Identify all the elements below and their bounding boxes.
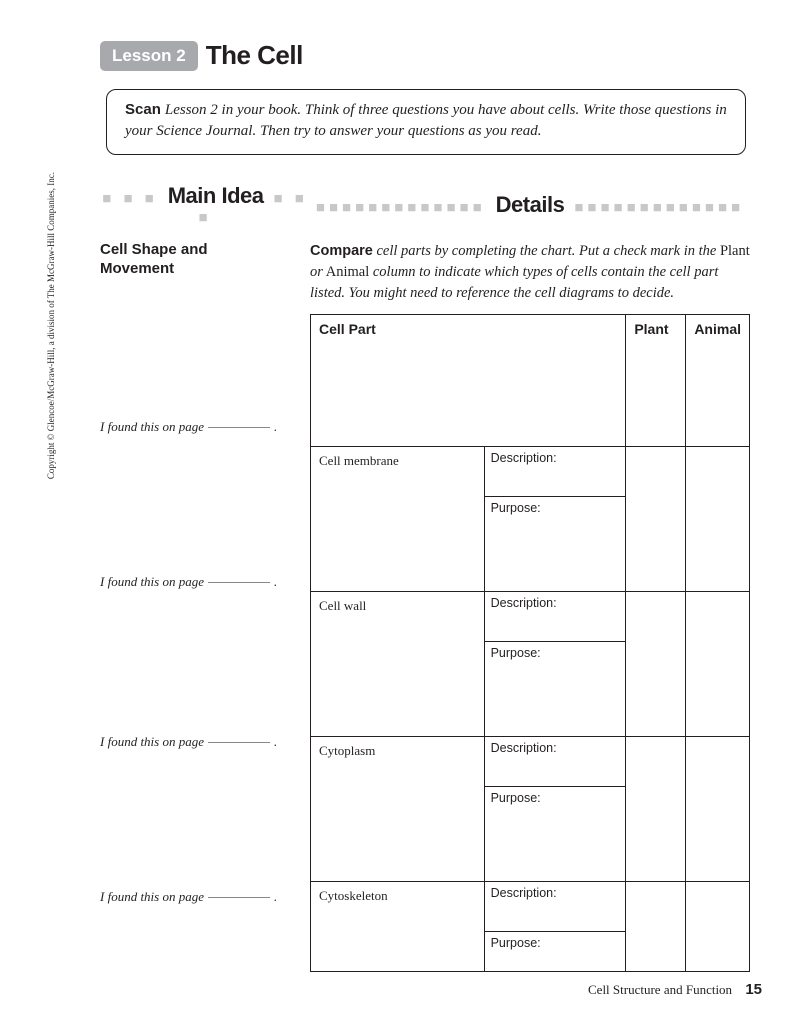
- animal-check[interactable]: [686, 447, 750, 592]
- found-suffix: .: [274, 574, 277, 590]
- scan-box: Scan Lesson 2 in your book. Think of thr…: [106, 89, 746, 155]
- purpose-label: Purpose:: [484, 497, 626, 527]
- table-row: Cell wall Description:: [311, 592, 750, 642]
- found-on-page-column: I found this on page . I found this on p…: [100, 314, 310, 972]
- lesson-header: Lesson 2 The Cell: [100, 40, 760, 71]
- worksheet-page: Lesson 2 The Cell Scan Lesson 2 in your …: [100, 40, 760, 972]
- purpose-cell[interactable]: [484, 817, 626, 882]
- section-title-l1: Cell Shape and: [100, 241, 296, 260]
- plant-check[interactable]: [626, 592, 686, 737]
- compare-i3: column to indicate which types of cells …: [310, 264, 718, 301]
- cell-part-table: Cell Part Plant Animal Cell membrane Des…: [310, 314, 750, 972]
- intro-row: Cell Shape and Movement Compare cell par…: [100, 241, 760, 304]
- found-prefix: I found this on page: [100, 574, 204, 590]
- chart-area: I found this on page . I found this on p…: [100, 314, 760, 972]
- found-prefix: I found this on page: [100, 734, 204, 750]
- lesson-tab: Lesson 2: [100, 41, 198, 71]
- blank-line[interactable]: [208, 742, 270, 743]
- compare-p2: Animal: [326, 264, 370, 280]
- cell-part-name: Cytoskeleton: [311, 882, 485, 972]
- found-line-3: I found this on page .: [100, 662, 296, 822]
- blank-line[interactable]: [208, 582, 270, 583]
- scan-body: Lesson 2 in your book. Think of three qu…: [125, 102, 727, 139]
- footer-page-number: 15: [745, 981, 762, 998]
- compare-p1: Plant: [720, 243, 750, 259]
- purpose-label: Purpose:: [484, 787, 626, 817]
- compare-lead: Compare: [310, 243, 373, 259]
- main-idea-heading: Main Idea: [162, 183, 270, 208]
- found-suffix: .: [274, 734, 277, 750]
- columns-header: ■ ■ ■ Main Idea ■ ■ ■ ■■■■■■■■■■■■■ Deta…: [100, 183, 760, 227]
- blank-line[interactable]: [208, 427, 270, 428]
- blank-line[interactable]: [208, 897, 270, 898]
- purpose-cell[interactable]: [484, 672, 626, 737]
- cell-part-name: Cell membrane: [311, 447, 485, 592]
- animal-check[interactable]: [686, 592, 750, 737]
- page-footer: Cell Structure and Function 15: [588, 981, 762, 998]
- description-cell[interactable]: Description:: [484, 737, 626, 787]
- footer-chapter: Cell Structure and Function: [588, 982, 732, 997]
- details-heading: Details: [490, 192, 571, 217]
- cell-part-name: Cytoplasm: [311, 737, 485, 882]
- th-plant: Plant: [626, 315, 686, 447]
- dots-mid2: ■■■■■■■■■■■■■: [316, 199, 486, 216]
- table-row: Cytoskeleton Description:: [311, 882, 750, 932]
- animal-check[interactable]: [686, 737, 750, 882]
- animal-check[interactable]: [686, 882, 750, 972]
- plant-check[interactable]: [626, 737, 686, 882]
- dots-right: ■■■■■■■■■■■■■: [574, 199, 744, 216]
- cell-part-name: Cell wall: [311, 592, 485, 737]
- th-animal: Animal: [686, 315, 750, 447]
- description-cell[interactable]: Description:: [484, 882, 626, 932]
- purpose-cell[interactable]: [484, 527, 626, 592]
- description-cell[interactable]: Description:: [484, 447, 626, 497]
- found-suffix: .: [274, 889, 277, 905]
- dots-left: ■ ■ ■: [102, 190, 158, 207]
- compare-i2: or: [310, 264, 323, 280]
- plant-check[interactable]: [626, 882, 686, 972]
- table-header-row: Cell Part Plant Animal: [311, 315, 750, 447]
- scan-lead: Scan: [125, 101, 161, 118]
- table-row: Cytoplasm Description:: [311, 737, 750, 787]
- purpose-cell[interactable]: Purpose:: [484, 932, 626, 972]
- lesson-title: The Cell: [206, 40, 303, 71]
- compare-instructions: Compare cell parts by completing the cha…: [310, 241, 750, 304]
- found-line-1: I found this on page .: [100, 352, 296, 502]
- compare-i1: cell parts by completing the chart. Put …: [376, 243, 716, 259]
- purpose-label: Purpose:: [484, 642, 626, 672]
- section-title-l2: Movement: [100, 260, 296, 279]
- plant-check[interactable]: [626, 447, 686, 592]
- copyright-text: Copyright © Glencoe/McGraw-Hill, a divis…: [46, 172, 56, 572]
- found-line-2: I found this on page .: [100, 502, 296, 662]
- description-cell[interactable]: Description:: [484, 592, 626, 642]
- found-prefix: I found this on page: [100, 889, 204, 905]
- found-suffix: .: [274, 419, 277, 435]
- table-row: Cell membrane Description:: [311, 447, 750, 497]
- th-cell-part: Cell Part: [311, 315, 626, 447]
- found-line-4: I found this on page .: [100, 822, 296, 972]
- found-prefix: I found this on page: [100, 419, 204, 435]
